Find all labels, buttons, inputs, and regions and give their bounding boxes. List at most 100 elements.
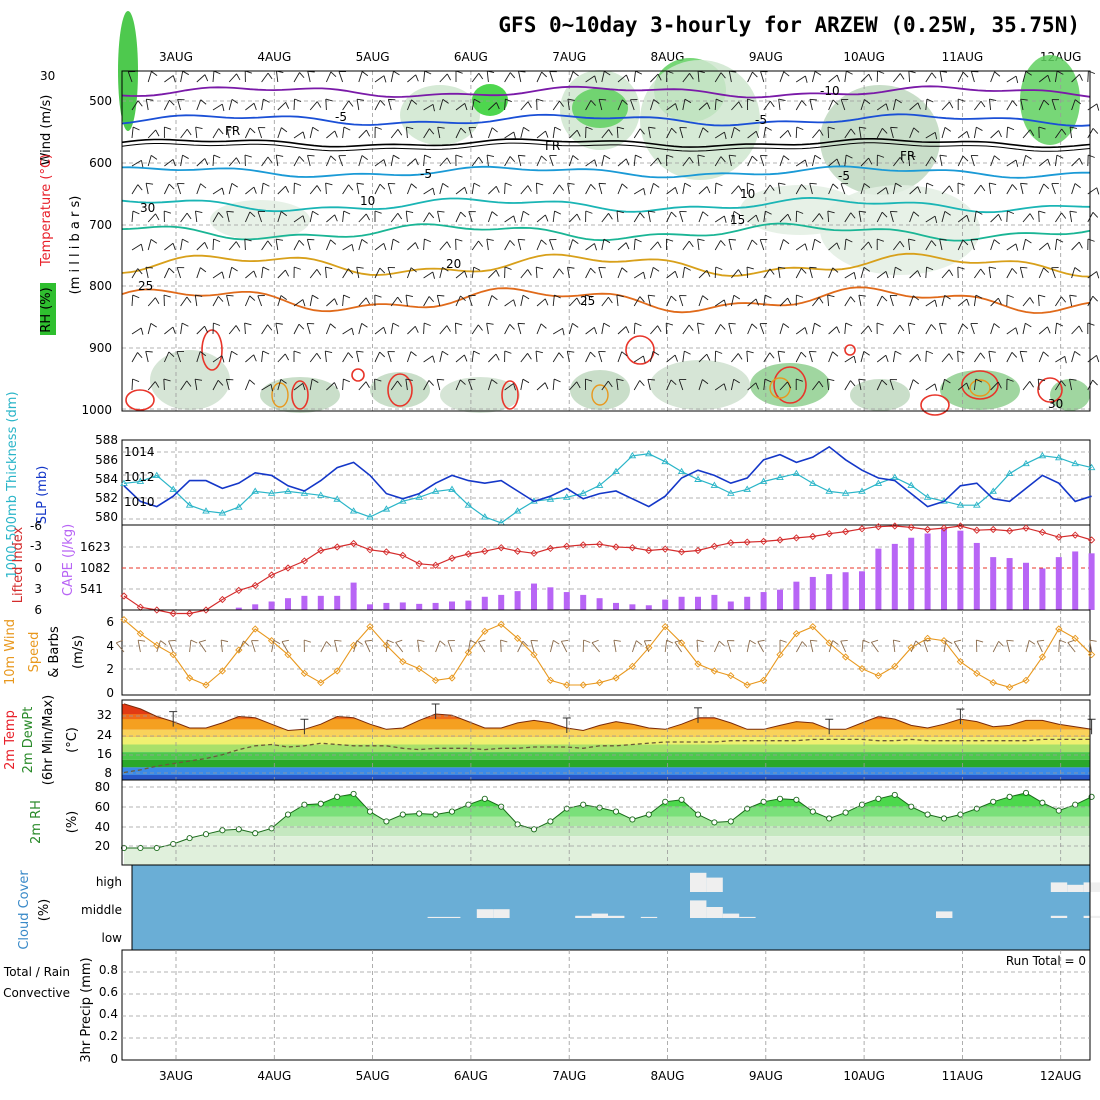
- lifted-marker: [907, 523, 915, 532]
- lifted-marker: [759, 537, 768, 546]
- wind-barb: [876, 211, 883, 223]
- wind-barb: [1069, 127, 1073, 139]
- thickness-marker: [809, 479, 817, 486]
- cape-bar: [777, 589, 783, 610]
- wind-barb: [358, 213, 367, 223]
- wind-barb-flag: [1060, 380, 1066, 387]
- wind-barb-flag: [863, 351, 870, 356]
- wind-barb-flag: [684, 350, 691, 355]
- wind-barb-flag: [653, 99, 660, 104]
- cape-bar: [334, 595, 341, 610]
- wind-barb: [309, 211, 313, 223]
- wind-barb-flag: [410, 351, 417, 357]
- wind-barb-flag: [885, 187, 889, 195]
- wind-barb: [957, 214, 968, 223]
- rh-shade: [472, 84, 508, 116]
- wind-barb-flag: [723, 299, 727, 307]
- wind10-barb-flag: [439, 640, 446, 646]
- wind10-barb: [910, 640, 917, 653]
- wind-barb: [164, 75, 174, 83]
- cape-bar: [645, 605, 652, 610]
- wind-barb: [326, 382, 335, 391]
- wind-barb: [746, 350, 749, 363]
- wind-barb: [828, 74, 838, 83]
- wind-barb: [973, 379, 977, 391]
- wind-barb-flag: [625, 158, 630, 166]
- rh-marker: [186, 835, 193, 842]
- cape-bar: [580, 594, 587, 610]
- wind-barb: [486, 155, 489, 167]
- wind-barb: [666, 187, 676, 195]
- wind-barb-flag: [1096, 355, 1100, 363]
- wind-barb: [601, 213, 609, 223]
- wind-barb: [342, 184, 349, 195]
- wind-barb-flag: [496, 102, 500, 110]
- wind-barb-flag: [702, 379, 709, 385]
- wind10-marker: [1038, 653, 1047, 661]
- wind-barb-flag: [405, 378, 413, 381]
- thickness-marker: [366, 513, 374, 520]
- wind-barb: [598, 183, 603, 195]
- wind-barb: [212, 296, 219, 307]
- wind-barb: [147, 213, 156, 223]
- wind-barb: [180, 296, 188, 307]
- pressure-tick: 700: [89, 218, 112, 232]
- wind10-barb: [156, 640, 161, 653]
- cape-bar: [563, 592, 570, 610]
- wind-barb: [925, 324, 932, 335]
- wind-barb-flag: [689, 73, 694, 80]
- wind-barb: [487, 379, 493, 391]
- wind-barb: [990, 381, 999, 391]
- wind-barb: [601, 239, 605, 251]
- thickness-marker: [513, 507, 522, 514]
- wind-barb-flag: [957, 266, 965, 270]
- wind-barb: [698, 353, 708, 363]
- wind-barb: [1054, 239, 1058, 251]
- wind-barb: [795, 351, 802, 363]
- wind-barb: [1087, 187, 1098, 195]
- wind-barb-flag: [186, 380, 192, 387]
- wind-barb: [647, 379, 651, 391]
- wind-barb: [326, 214, 335, 223]
- wind-barb-flag: [217, 379, 224, 386]
- cloud-mid-cell: [427, 916, 444, 918]
- wind-barb-flag: [316, 352, 322, 360]
- wind-barb-flag: [405, 294, 414, 297]
- cape-bar: [842, 572, 849, 610]
- wind-barb-flag: [263, 98, 270, 103]
- thickness-marker: [431, 487, 440, 494]
- rh-marker: [399, 811, 406, 818]
- wind10-barb: [992, 641, 1000, 653]
- wind10-marker: [481, 627, 489, 635]
- wind-barb: [585, 327, 595, 335]
- thickness-marker: [973, 501, 981, 508]
- wind-barb-flag: [424, 70, 432, 75]
- wind-barb-flag: [850, 296, 856, 303]
- wind10-marker: [120, 616, 128, 624]
- wind10-barb: [560, 641, 568, 653]
- wind-barb-flag: [769, 352, 775, 359]
- wind-barb: [196, 242, 206, 251]
- thickness-marker: [956, 501, 965, 508]
- wind-barb-flag: [809, 182, 817, 185]
- wind-barb-flag: [643, 272, 646, 280]
- wind10-marker: [202, 681, 210, 689]
- wind-barb: [405, 295, 408, 307]
- wind-barb: [309, 101, 318, 111]
- wind-barb: [909, 102, 919, 111]
- wind-barb: [876, 354, 887, 363]
- wind-barb-flag: [140, 244, 144, 252]
- wind-barb-flag: [684, 98, 692, 104]
- wind-barb: [245, 270, 255, 279]
- wind-barb-flag: [975, 378, 983, 383]
- wind-barb: [567, 183, 570, 195]
- wind-barb: [666, 379, 672, 391]
- lifted-tick: -6: [30, 519, 42, 533]
- rh-band: [124, 826, 1090, 837]
- wind10-barb: [320, 641, 327, 653]
- thickness-marker: [464, 501, 473, 508]
- thickness-line: [123, 453, 1092, 524]
- wind-barb-flag: [881, 379, 888, 386]
- wind-barb-flag: [1029, 381, 1034, 388]
- wind-barb: [763, 100, 771, 111]
